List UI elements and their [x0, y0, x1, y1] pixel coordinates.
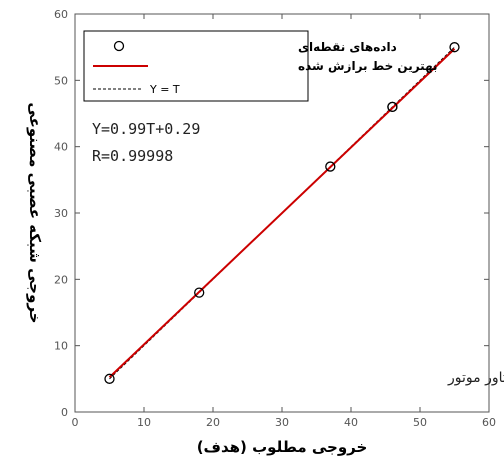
y-tick-label: 30 — [54, 207, 68, 220]
y-tick-label: 60 — [54, 8, 68, 21]
y-axis-label: خروجی شبکه عصبی مصنوعی — [26, 102, 44, 323]
x-tick-label: 30 — [275, 416, 289, 429]
fit-line — [108, 48, 456, 378]
y-tick-label: 10 — [54, 340, 68, 353]
data-point — [104, 373, 115, 384]
y-tick-label: 0 — [61, 406, 68, 419]
x-tick-label: 40 — [344, 416, 358, 429]
x-tick-label: 50 — [413, 416, 427, 429]
legend-entry-identity-line: Y = T — [149, 83, 180, 96]
legend: داده‌های نقطه‌ای بهترین خط برازش شده Y =… — [83, 30, 438, 102]
tick-labels: 0 10 20 30 40 50 60 0 10 20 30 40 50 60 — [54, 8, 496, 429]
series-layer — [104, 42, 460, 384]
y-tick-label: 20 — [54, 273, 68, 286]
legend-entry-fit-line: بهترین خط برازش شده — [298, 59, 438, 73]
x-tick-label: 10 — [137, 416, 151, 429]
legend-entry-data-points: داده‌های نقطه‌ای — [298, 40, 397, 54]
y-tick-label: 50 — [54, 74, 68, 87]
corner-title-annotation: گشتاور موتور — [447, 369, 504, 386]
x-axis-label: خروجی مطلوب (هدف) — [197, 438, 368, 456]
data-point — [194, 287, 205, 298]
x-tick-label: 20 — [206, 416, 220, 429]
legend-marker-icon — [113, 40, 125, 52]
correlation-annotation: R=0.99998 — [92, 147, 173, 165]
data-point — [449, 42, 460, 53]
y-tick-label: 40 — [54, 141, 68, 154]
data-point — [325, 161, 336, 172]
x-tick-label: 60 — [482, 416, 496, 429]
x-tick-label: 0 — [72, 416, 79, 429]
fit-equation-annotation: Y=0.99T+0.29 — [92, 120, 200, 138]
axis-ticks — [74, 13, 490, 413]
data-point — [387, 101, 398, 113]
